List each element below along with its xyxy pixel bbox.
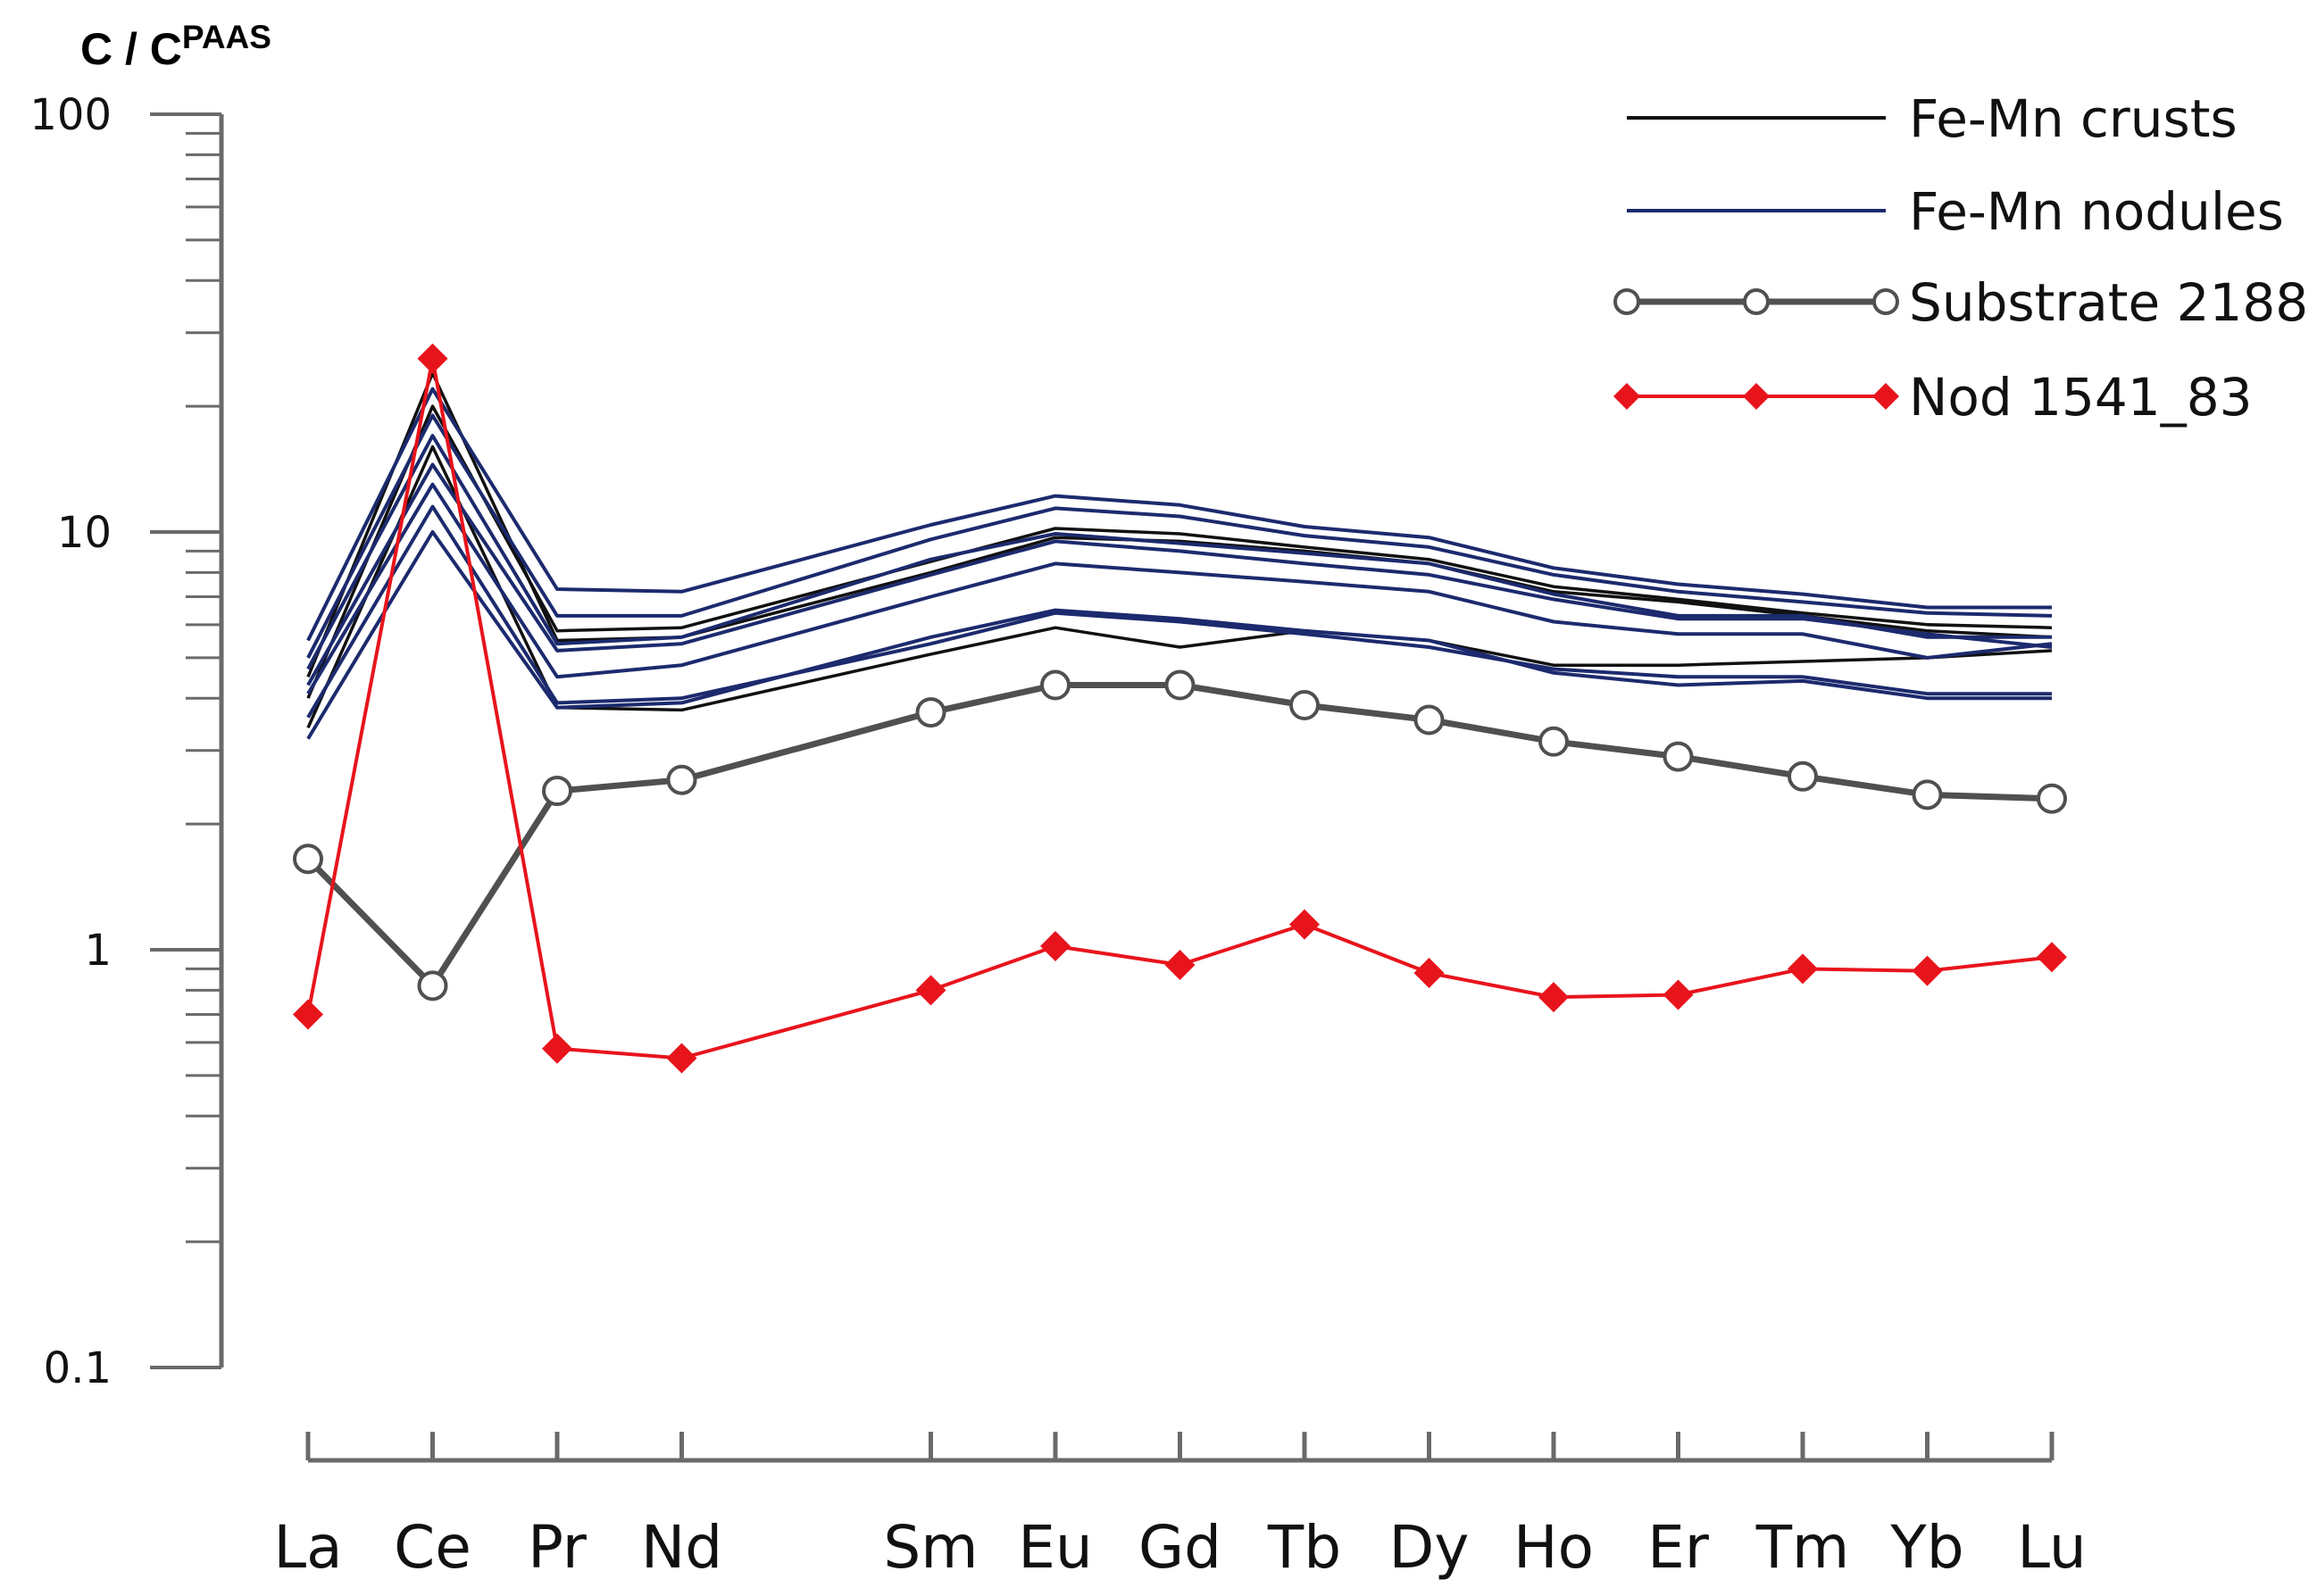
legend-label: Substrate 2188 — [1909, 272, 2308, 333]
x-tick-label: Yb — [1889, 1513, 1963, 1582]
nod1541-point — [542, 1033, 572, 1064]
substrate-point — [1040, 669, 1071, 701]
crust-line-1 — [306, 404, 2053, 699]
legend: Fe-Mn crusts Fe-Mn nodules Substrate 2188 N… — [1613, 88, 2308, 428]
nodule-line-6 — [306, 504, 2052, 719]
nod1541-series-group — [293, 343, 2067, 1074]
substrate-point — [1788, 761, 1818, 792]
x-tick-label: Ho — [1513, 1513, 1594, 1582]
substrate-point — [542, 776, 572, 807]
x-tick-label: Ce — [394, 1513, 471, 1582]
nod1541-point — [1040, 930, 1071, 961]
nodule-line-1 — [306, 387, 2052, 642]
substrate-point — [417, 970, 448, 1002]
y-tick-label: 10 — [57, 508, 112, 558]
x-tick-label: Er — [1647, 1513, 1710, 1582]
x-tick-label: Pr — [528, 1513, 588, 1582]
y-tick-label: 0.1 — [44, 1343, 112, 1393]
y-axis-title-sup: PAAS — [182, 19, 271, 55]
legend-marker-circle — [1613, 288, 1640, 315]
legend-marker-circle — [1743, 288, 1770, 315]
nod1541-point — [1413, 957, 1445, 988]
legend-marker-diamond — [1872, 383, 1899, 410]
substrate-point — [293, 844, 323, 875]
nod1541-point — [1538, 982, 1569, 1013]
substrate-point — [1538, 726, 1569, 757]
substrate-point — [1663, 741, 1694, 772]
y-tick-label: 100 — [29, 90, 112, 140]
nod1541-point — [1164, 949, 1196, 980]
legend-marker-diamond — [1743, 383, 1770, 410]
x-axis: La Ce Pr Nd Sm Eu Gd Tb Dy Ho Er Tm Yb Lu — [273, 1432, 2087, 1582]
y-tick-label: 1 — [84, 926, 112, 976]
x-tick-label: Lu — [2017, 1513, 2086, 1582]
legend-label: Fe-Mn nodules — [1909, 181, 2284, 242]
y-axis-title-main: C / C — [80, 24, 182, 74]
x-tick-label: Gd — [1138, 1513, 1221, 1582]
nod1541-point — [915, 975, 946, 1006]
nod1541-line — [306, 356, 2053, 1060]
substrate-line — [305, 682, 2053, 989]
nod1541-point — [417, 343, 448, 374]
x-tick-label: Tm — [1755, 1513, 1850, 1582]
substrate-series-group — [293, 669, 2067, 1002]
x-tick-label: Nd — [641, 1513, 722, 1582]
x-tick-label: La — [273, 1513, 342, 1582]
nod1541-point — [1912, 955, 1943, 986]
nodule-line-2 — [306, 413, 2053, 659]
substrate-point — [666, 764, 697, 795]
substrate-point — [2037, 783, 2067, 814]
nod1541-point — [666, 1043, 697, 1074]
legend-marker-diamond — [1613, 383, 1640, 410]
y-axis-title: C / CPAAS — [80, 19, 271, 74]
y-axis: 0.1 1 10 100 — [29, 90, 224, 1393]
legend-marker-circle — [1872, 288, 1899, 315]
nod1541-point — [293, 999, 323, 1030]
legend-label: Fe-Mn crusts — [1909, 88, 2238, 149]
nodule-line-7 — [306, 530, 2052, 740]
x-tick-label: Eu — [1018, 1513, 1093, 1582]
substrate-point — [915, 697, 946, 728]
nod1541-point — [2037, 942, 2067, 973]
substrate-point — [1164, 669, 1196, 701]
nodule-line-5 — [306, 482, 2053, 695]
nodule-line-4 — [306, 462, 2053, 686]
x-tick-label: Tb — [1267, 1513, 1341, 1582]
nodules-series-group — [306, 387, 2053, 740]
nod1541-point — [1788, 953, 1818, 985]
legend-label: Nod 1541_83 — [1909, 367, 2253, 428]
crust-line-3 — [306, 371, 2053, 677]
nod1541-point — [1289, 909, 1320, 940]
nod1541-point — [1663, 979, 1694, 1010]
substrate-point — [1912, 779, 1943, 810]
substrate-point — [1413, 704, 1445, 736]
substrate-point — [1289, 690, 1320, 721]
x-tick-label: Sm — [883, 1513, 978, 1582]
nodule-line-3 — [306, 434, 2052, 670]
x-tick-label: Dy — [1389, 1513, 1470, 1582]
